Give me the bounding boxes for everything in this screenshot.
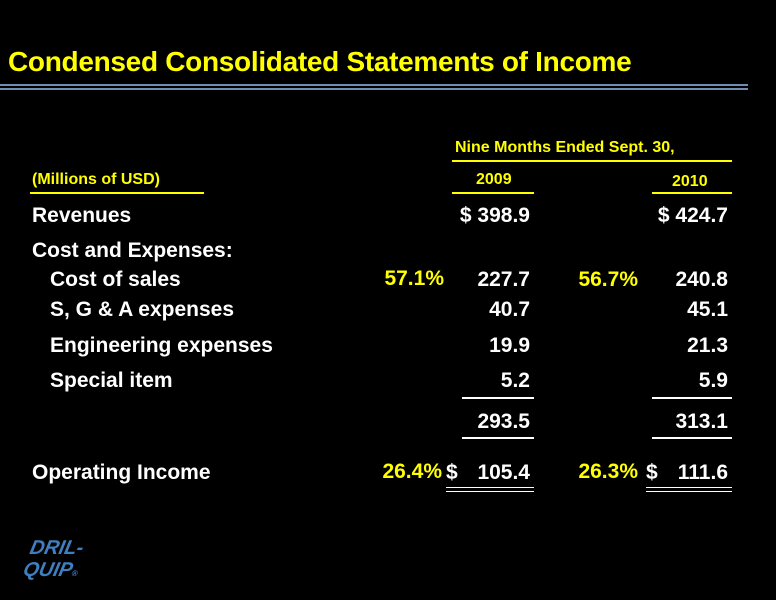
subtotal-rule-2009 (462, 397, 534, 399)
total-rule-2009 (462, 437, 534, 439)
cost-expenses-label: Cost and Expenses: (32, 239, 233, 262)
cost-of-sales-2009: 227.7 (477, 268, 530, 291)
engineering-2010: 21.3 (687, 334, 728, 357)
svg-text:DRIL-: DRIL- (28, 537, 86, 559)
operating-income-currency-2009: $ (446, 461, 458, 484)
revenues-2010: $ 424.7 (657, 204, 728, 227)
title-rule-2 (0, 88, 748, 90)
period-header: Nine Months Ended Sept. 30, (455, 139, 675, 156)
operating-income-label: Operating Income (32, 461, 211, 484)
svg-text:®: ® (71, 569, 79, 578)
cost-of-sales-pct-2009: 57.1% (384, 267, 444, 290)
dril-quip-logo: DRIL- QUIP ® (21, 530, 94, 591)
operating-income-2009: 105.4 (477, 461, 530, 484)
operating-income-pct-2009: 26.4% (382, 460, 442, 483)
operating-income-2010: 111.6 (677, 461, 728, 484)
revenues-2009: $ 398.9 (459, 204, 530, 227)
special-item-2010: 5.9 (698, 369, 728, 392)
special-item-label: Special item (50, 369, 173, 392)
operating-income-currency-2010: $ (646, 461, 658, 484)
svg-text:QUIP: QUIP (24, 559, 75, 581)
title-rule (0, 84, 748, 86)
units-label: (Millions of USD) (32, 171, 160, 188)
sga-2009: 40.7 (489, 298, 530, 321)
year-2009-underline (452, 192, 534, 194)
sga-label: S, G & A expenses (50, 298, 235, 321)
units-underline (30, 192, 204, 194)
total-expenses-2009: 293.5 (477, 410, 530, 433)
engineering-2009: 19.9 (489, 334, 530, 357)
operating-income-pct-2010: 26.3% (578, 460, 638, 483)
page-title: Condensed Consolidated Statements of Inc… (8, 46, 632, 77)
subtotal-rule-2010 (652, 397, 732, 399)
engineering-label: Engineering expenses (50, 334, 273, 357)
cost-of-sales-2010: 240.8 (675, 268, 728, 291)
cost-of-sales-label: Cost of sales (50, 268, 181, 291)
revenues-label: Revenues (32, 204, 132, 227)
cost-of-sales-pct-2010: 56.7% (578, 268, 638, 291)
special-item-2009: 5.2 (500, 369, 530, 392)
year-2010-underline (652, 192, 732, 194)
total-expenses-2010: 313.1 (675, 410, 728, 433)
operating-income-double-rule-2010 (646, 487, 732, 492)
operating-income-double-rule-2009 (446, 487, 534, 492)
year-2010-header: 2010 (672, 173, 708, 190)
sga-2010: 45.1 (687, 298, 728, 321)
total-rule-2010 (652, 437, 732, 439)
period-underline (452, 160, 732, 162)
year-2009-header: 2009 (476, 171, 512, 188)
